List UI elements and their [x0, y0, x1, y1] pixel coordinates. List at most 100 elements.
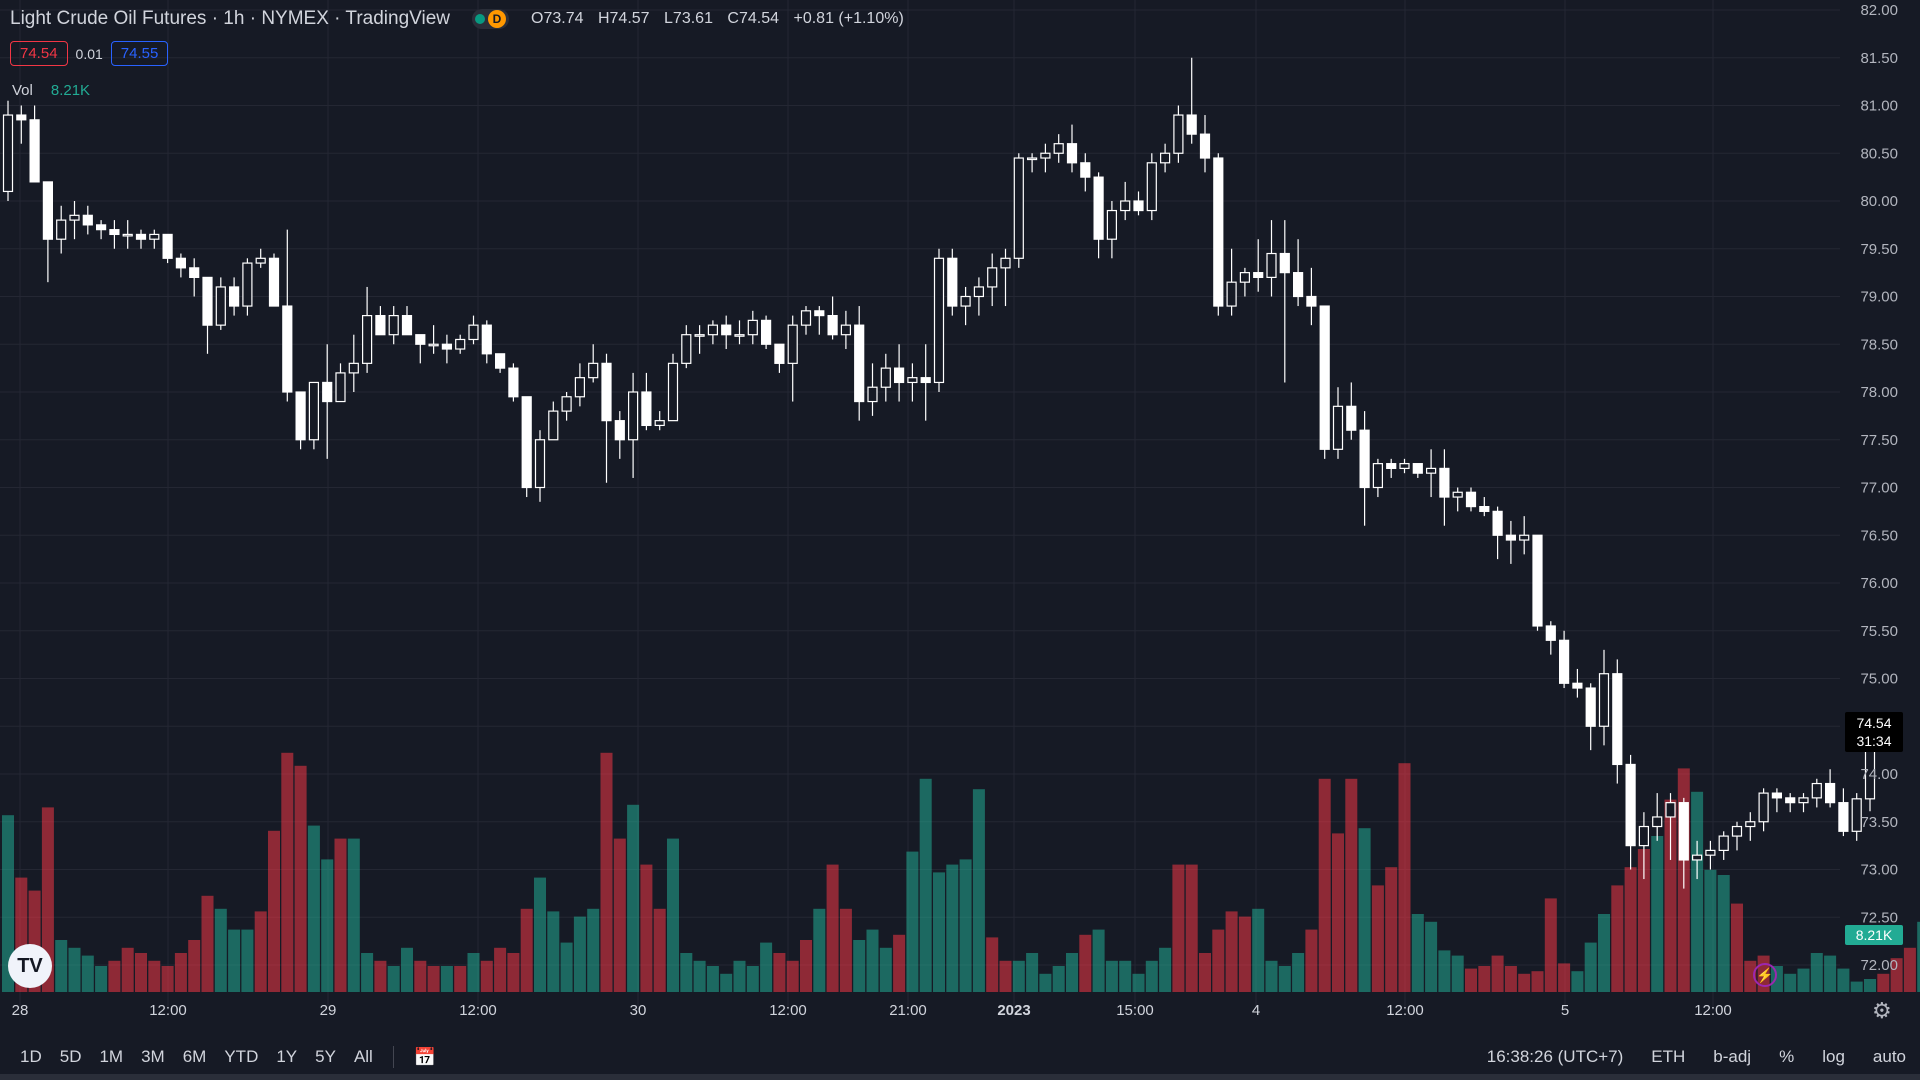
- volume-bar: [919, 778, 932, 992]
- y-tick-label: 75.50: [1860, 623, 1898, 640]
- candle-body: [1572, 682, 1583, 689]
- clock-time[interactable]: 16:38:26 (UTC+7): [1486, 1047, 1624, 1066]
- volume-bar: [1052, 966, 1065, 992]
- volume-bar: [1465, 968, 1477, 992]
- volume-bar: [520, 908, 533, 992]
- volume-bar: [1531, 971, 1544, 992]
- chart-area[interactable]: 82.00 81.50 81.00 80.50 80.00 79.50 79.00 78.50…: [0, 0, 1920, 1040]
- candle-body: [800, 310, 812, 326]
- timeframe-ytd[interactable]: YTD: [224, 1047, 259, 1066]
- candle-body: [933, 257, 945, 384]
- volume-bar: [1385, 867, 1398, 992]
- volume-bar: [1837, 968, 1850, 992]
- volume-bar: [1864, 979, 1876, 992]
- sell-price-button[interactable]: 74.54: [10, 41, 68, 66]
- spread-value: 0.01: [75, 45, 103, 62]
- timeframe-1d[interactable]: 1D: [20, 1047, 42, 1066]
- candle-body: [1279, 252, 1290, 274]
- candle-body: [827, 315, 838, 336]
- candle-body: [508, 367, 519, 398]
- volume-bar: [387, 966, 400, 992]
- y-tick-label: 77.50: [1860, 432, 1898, 449]
- volume-bar: [1292, 953, 1305, 992]
- candle-body: [56, 219, 67, 240]
- volume-bar: [1318, 778, 1331, 992]
- go-to-date-icon[interactable]: 📅: [413, 1046, 437, 1067]
- delayed-data-badge[interactable]: D: [488, 10, 506, 28]
- toolbar-divider: [392, 1046, 394, 1068]
- session-toggle[interactable]: ETH: [1651, 1047, 1686, 1066]
- volume-bar: [1145, 960, 1158, 992]
- volume-bar: [1252, 908, 1265, 992]
- percent-scale-toggle[interactable]: %: [1779, 1047, 1795, 1066]
- candle-body: [1785, 797, 1796, 804]
- y-tick-label: 78.00: [1860, 384, 1898, 401]
- change-value: +0.81 (+1.10%): [793, 10, 904, 27]
- timeframe-all[interactable]: All: [353, 1047, 373, 1066]
- buy-price-button[interactable]: 74.55: [110, 41, 169, 66]
- volume-bar: [334, 838, 347, 992]
- price-chart[interactable]: 82.00 81.50 81.00 80.50 80.00 79.50 79.00 78.50…: [0, 0, 1920, 1040]
- volume-bar: [1704, 869, 1717, 992]
- timeframe-6m[interactable]: 6M: [182, 1047, 207, 1066]
- volume-bar: [839, 908, 852, 992]
- tradingview-logo-icon[interactable]: TV: [8, 944, 52, 988]
- candle-body: [1771, 792, 1783, 799]
- x-tick-label: 29: [320, 1002, 337, 1019]
- volume-bar: [587, 908, 600, 992]
- candle-body: [627, 391, 639, 441]
- last-price: 74.54: [1856, 715, 1892, 731]
- volume-bar: [228, 929, 241, 992]
- volume-bar: [347, 838, 360, 992]
- volume-bar: [1651, 836, 1664, 992]
- volume-bar: [55, 940, 68, 992]
- volume-bar: [1797, 968, 1810, 992]
- volume-bar: [1478, 966, 1491, 992]
- lightning-icon[interactable]: ⚡: [1753, 963, 1777, 987]
- volume-bar: [1903, 947, 1916, 992]
- volume-legend[interactable]: Vol 8.21K: [12, 82, 90, 99]
- y-tick-label: 79.50: [1860, 241, 1898, 258]
- candle-body: [1731, 825, 1743, 837]
- last-price-tag: 74.54 31:34: [1845, 712, 1903, 752]
- volume-bar: [1624, 867, 1637, 992]
- candle-body: [907, 377, 918, 384]
- market-status[interactable]: D: [472, 9, 509, 29]
- volume-bar: [1079, 934, 1092, 992]
- candle-body: [1040, 152, 1051, 159]
- timeframe-1m[interactable]: 1M: [99, 1047, 124, 1066]
- volume-bar: [201, 895, 214, 992]
- log-scale-toggle[interactable]: log: [1822, 1047, 1845, 1066]
- gear-icon[interactable]: ⚙: [1872, 998, 1892, 1023]
- volume-bar: [41, 807, 54, 992]
- candle-body: [1691, 854, 1703, 861]
- volume-bar: [454, 966, 467, 992]
- candle-body: [1053, 143, 1064, 154]
- candle-body: [867, 386, 878, 403]
- adjustment-toggle[interactable]: b-adj: [1713, 1047, 1752, 1066]
- volume-bar: [800, 940, 812, 992]
- x-tick-label: 15:00: [1116, 1002, 1154, 1019]
- candle-body: [95, 224, 107, 231]
- volume-bar: [1558, 963, 1571, 992]
- volume-bar: [853, 940, 866, 992]
- y-tick-label: 81.00: [1860, 98, 1898, 115]
- candle-body: [601, 362, 612, 422]
- volume-bar: [986, 937, 999, 992]
- timeframe-3m[interactable]: 3M: [141, 1047, 165, 1066]
- candle-body: [760, 319, 772, 345]
- candle-body: [175, 257, 186, 269]
- x-tick-label: 30: [630, 1002, 647, 1019]
- symbol-title[interactable]: Light Crude Oil Futures · 1h · NYMEX · T…: [10, 8, 450, 29]
- timeframe-1y[interactable]: 1Y: [276, 1047, 298, 1066]
- volume-bar: [1066, 953, 1078, 992]
- volume-bar: [1731, 903, 1743, 992]
- toolbar-right: 16:38:26 (UTC+7) ETH b-adj % log auto: [1487, 1047, 1906, 1067]
- volume-bar: [1039, 973, 1052, 992]
- auto-scale-toggle[interactable]: auto: [1872, 1047, 1906, 1066]
- candle-body: [308, 381, 319, 441]
- candle-body: [614, 420, 625, 441]
- timeframe-5y[interactable]: 5Y: [315, 1047, 336, 1066]
- candle-body: [787, 324, 798, 364]
- timeframe-5d[interactable]: 5D: [59, 1047, 82, 1066]
